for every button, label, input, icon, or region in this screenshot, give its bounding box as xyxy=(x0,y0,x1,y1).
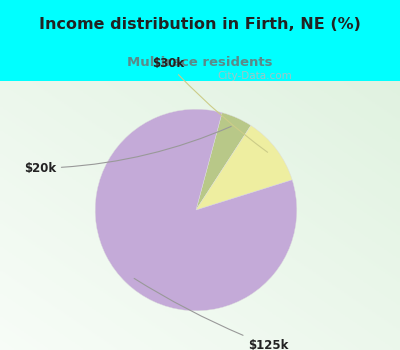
Text: $125k: $125k xyxy=(134,278,289,350)
Wedge shape xyxy=(196,113,251,210)
Text: $30k: $30k xyxy=(152,57,268,152)
Text: Income distribution in Firth, NE (%): Income distribution in Firth, NE (%) xyxy=(39,17,361,32)
Text: City-Data.com: City-Data.com xyxy=(217,71,292,81)
Wedge shape xyxy=(196,125,292,210)
Text: $20k: $20k xyxy=(24,126,231,175)
Text: Multirace residents: Multirace residents xyxy=(127,56,273,69)
Wedge shape xyxy=(95,109,297,311)
